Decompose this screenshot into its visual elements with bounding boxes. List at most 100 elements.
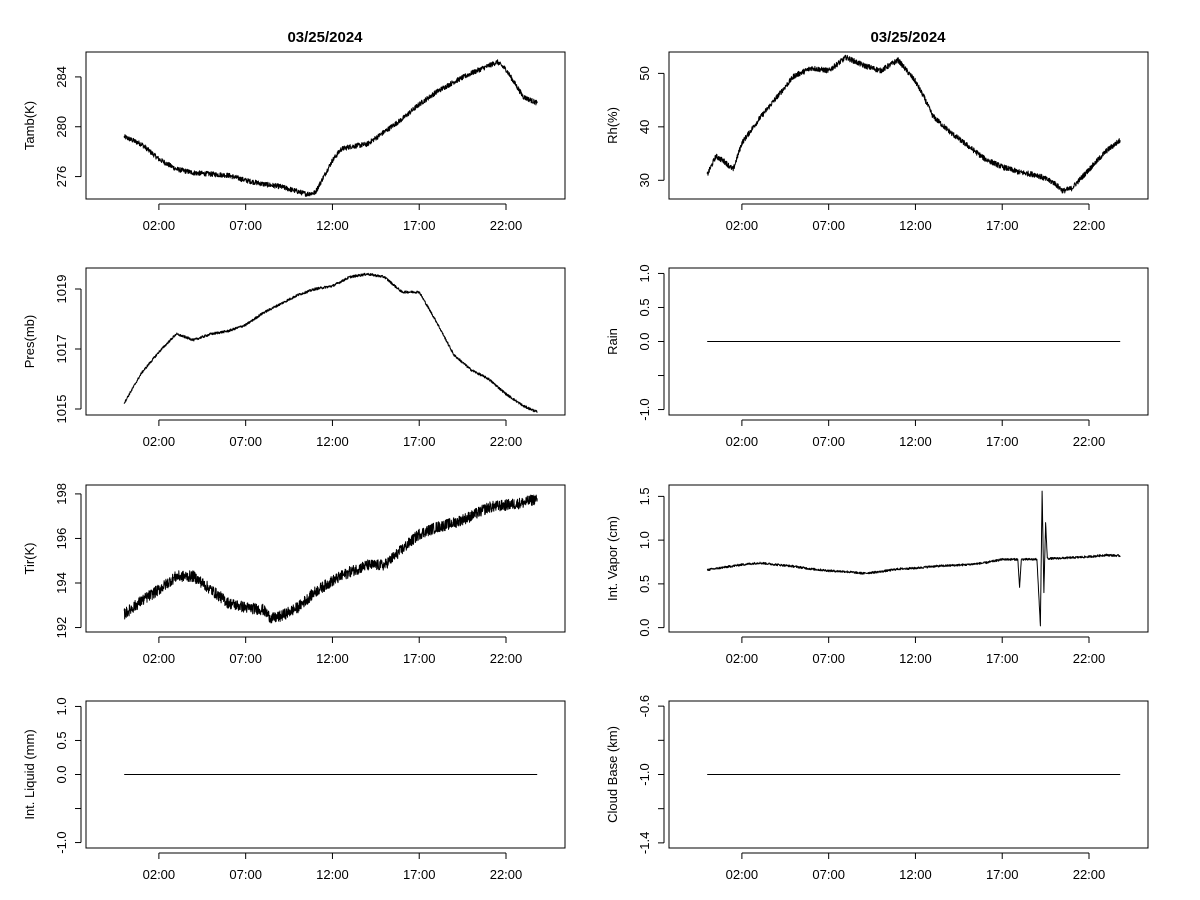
pres-series-line-0 <box>123 272 538 413</box>
tir-x-tick-label: 12:00 <box>316 651 349 666</box>
pres-y-axis-label: Pres(mb) <box>22 315 37 368</box>
tir-x-tick-label: 07:00 <box>229 651 262 666</box>
tir-plot-frame <box>85 484 566 633</box>
rh-y-tick-label: 50 <box>637 66 652 80</box>
pres-x-tick-label: 12:00 <box>316 434 349 449</box>
rh-x-tick-label: 17:00 <box>986 218 1019 233</box>
cloudbase-plot-frame <box>668 700 1149 849</box>
rh-plot-frame <box>668 51 1149 200</box>
rain-x-tick-label: 22:00 <box>1073 434 1106 449</box>
cloudbase-y-tick-label: -0.6 <box>637 695 652 717</box>
rain-x-tick-label: 12:00 <box>899 434 932 449</box>
liquid-x-tick-label: 12:00 <box>316 867 349 882</box>
rain-y-axis-label: Rain <box>605 328 620 355</box>
pres-x-tick-label: 22:00 <box>490 434 523 449</box>
vapor-y-tick-label: 1.5 <box>637 487 652 505</box>
liquid-x-tick-label: 22:00 <box>490 867 523 882</box>
liquid-y-axis-label: Int. Liquid (mm) <box>22 729 37 819</box>
tamb-x-tick-label: 07:00 <box>229 218 262 233</box>
pres-y-tick-label: 1015 <box>54 395 69 424</box>
pres-y-tick-label: 1017 <box>54 335 69 364</box>
pres-plot-frame <box>85 267 566 416</box>
cloudbase-x-tick-label: 02:00 <box>726 867 759 882</box>
vapor-x-tick-label: 07:00 <box>812 651 845 666</box>
rh-x-tick-label: 12:00 <box>899 218 932 233</box>
liquid-y-tick-label: 0.0 <box>54 765 69 783</box>
liquid-x-tick-label: 02:00 <box>143 867 176 882</box>
rh-y-axis-label: Rh(%) <box>605 107 620 144</box>
liquid-x-tick-label: 07:00 <box>229 867 262 882</box>
rain-y-tick-label: 0.0 <box>637 332 652 350</box>
tir-y-axis-label: Tir(K) <box>22 542 37 574</box>
tir-x-tick-label: 17:00 <box>403 651 436 666</box>
liquid-x-tick-label: 17:00 <box>403 867 436 882</box>
cloudbase-x-tick-label: 17:00 <box>986 867 1019 882</box>
panel-rain: 02:00 07:00 12:00 17:00 22:00 -1.0 0.0 0.5 1.0 Ra… <box>605 264 1149 449</box>
vapor-y-axis-label: Int. Vapor (cm) <box>605 516 620 601</box>
tir-y-tick-label: 194 <box>54 572 69 594</box>
tir-y-tick-label: 196 <box>54 528 69 550</box>
tamb-x-tick-label: 12:00 <box>316 218 349 233</box>
panel-vapor: 02:00 07:00 12:00 17:00 22:00 0.0 0.5 1.0 1.5 Int… <box>605 484 1149 666</box>
panel-cloudbase: 02:00 07:00 12:00 17:00 22:00 -1.4 -1.0 -0.6 Clo… <box>605 695 1149 882</box>
panel-tir: 02:00 07:00 12:00 17:00 22:00 192 194 196 198 Tir… <box>22 483 566 666</box>
tir-y-tick-label: 192 <box>54 617 69 639</box>
vapor-series-line-0 <box>706 490 1121 627</box>
tir-x-tick-label: 02:00 <box>143 651 176 666</box>
panel-tamb: 02:00 07:00 12:00 17:00 22:00 276 280 284 Tamb(K… <box>22 51 566 233</box>
pres-x-tick-label: 17:00 <box>403 434 436 449</box>
liquid-y-tick-label: 0.5 <box>54 731 69 749</box>
tir-y-tick-label: 198 <box>54 483 69 505</box>
right-column-title: 03/25/2024 <box>870 29 946 46</box>
pres-y-tick-label: 1019 <box>54 275 69 304</box>
vapor-x-tick-label: 12:00 <box>899 651 932 666</box>
tamb-y-tick-label: 280 <box>54 116 69 138</box>
left-column-title: 03/25/2024 <box>287 29 363 46</box>
vapor-x-tick-label: 02:00 <box>726 651 759 666</box>
panel-rh: 02:00 07:00 12:00 17:00 22:00 30 40 50 Rh(%) <box>605 51 1149 233</box>
rh-x-tick-label: 22:00 <box>1073 218 1106 233</box>
rain-y-tick-label: -1.0 <box>637 398 652 420</box>
tamb-plot-frame <box>85 51 566 200</box>
panels: 02:00 07:00 12:00 17:00 22:00 276 280 284 Tamb(K… <box>22 51 1149 882</box>
tamb-x-tick-label: 17:00 <box>403 218 436 233</box>
rh-y-tick-label: 30 <box>637 173 652 187</box>
rain-x-tick-label: 17:00 <box>986 434 1019 449</box>
rain-y-tick-label: 1.0 <box>637 264 652 282</box>
tir-series-line-0 <box>123 494 538 624</box>
pres-x-tick-label: 02:00 <box>143 434 176 449</box>
pres-x-tick-label: 07:00 <box>229 434 262 449</box>
tamb-x-tick-label: 22:00 <box>490 218 523 233</box>
rh-x-tick-label: 02:00 <box>726 218 759 233</box>
panel-pres: 02:00 07:00 12:00 17:00 22:00 1015 1017 1019 Pre… <box>22 267 566 449</box>
vapor-x-tick-label: 22:00 <box>1073 651 1106 666</box>
cloudbase-x-tick-label: 12:00 <box>899 867 932 882</box>
tamb-y-tick-label: 276 <box>54 166 69 188</box>
tamb-y-axis-label: Tamb(K) <box>22 101 37 150</box>
vapor-y-tick-label: 0.5 <box>637 575 652 593</box>
cloudbase-y-tick-label: -1.4 <box>637 832 652 854</box>
liquid-y-tick-label: -1.0 <box>54 831 69 853</box>
rain-x-tick-label: 02:00 <box>726 434 759 449</box>
cloudbase-y-tick-label: -1.0 <box>637 763 652 785</box>
panel-liquid: 02:00 07:00 12:00 17:00 22:00 -1.0 0.0 0.5 1.0 In… <box>22 697 566 882</box>
vapor-y-tick-label: 1.0 <box>637 531 652 549</box>
cloudbase-x-tick-label: 22:00 <box>1073 867 1106 882</box>
rain-y-tick-label: 0.5 <box>637 298 652 316</box>
rh-series-line-0 <box>706 54 1121 194</box>
tir-x-tick-label: 22:00 <box>490 651 523 666</box>
vapor-y-tick-label: 0.0 <box>637 619 652 637</box>
vapor-plot-frame <box>668 484 1149 633</box>
liquid-plot-frame <box>85 700 566 849</box>
cloudbase-x-tick-label: 07:00 <box>812 867 845 882</box>
liquid-y-tick-label: 1.0 <box>54 697 69 715</box>
tamb-x-tick-label: 02:00 <box>143 218 176 233</box>
rain-x-tick-label: 07:00 <box>812 434 845 449</box>
rh-x-tick-label: 07:00 <box>812 218 845 233</box>
rain-plot-frame <box>668 267 1149 416</box>
vapor-x-tick-label: 17:00 <box>986 651 1019 666</box>
tamb-y-tick-label: 284 <box>54 66 69 88</box>
rh-y-tick-label: 40 <box>637 120 652 134</box>
tamb-series-line-0 <box>123 59 538 197</box>
